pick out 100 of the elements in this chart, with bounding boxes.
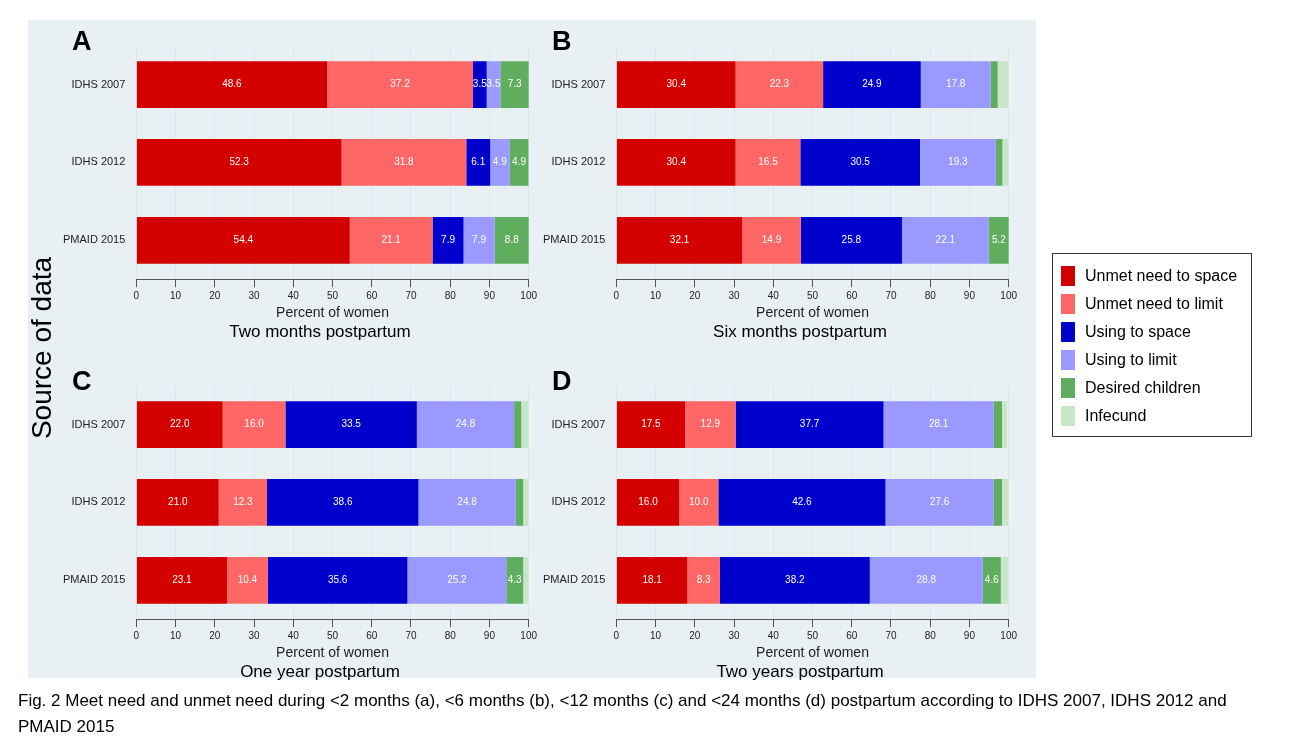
data-label: 33.5 bbox=[341, 418, 362, 430]
text: Two years postpartum bbox=[715, 662, 885, 682]
data-label: 14.9 bbox=[761, 234, 782, 246]
bar bbox=[514, 401, 522, 448]
y-tick-label: IDHS 2012 bbox=[551, 495, 606, 508]
data-label: 38.6 bbox=[332, 496, 353, 508]
bar bbox=[990, 61, 998, 108]
bar bbox=[490, 139, 510, 186]
data-label: 32.1 bbox=[669, 234, 690, 246]
chart-title: B bbox=[552, 26, 572, 57]
x-tick-label: 50 bbox=[326, 289, 339, 301]
x-tick-label: 50 bbox=[806, 629, 819, 641]
data-label: 22.1 bbox=[935, 234, 956, 246]
x-tick-label: 30 bbox=[728, 289, 741, 301]
data-label: 17.8 bbox=[945, 78, 966, 90]
bar bbox=[800, 139, 920, 186]
x-tick-label: 30 bbox=[248, 289, 261, 301]
text: Two months postpartum bbox=[228, 322, 412, 342]
data-label: 12.9 bbox=[700, 418, 721, 430]
bar bbox=[136, 401, 223, 448]
data-label: 27.6 bbox=[929, 496, 950, 508]
x-tick-label: 20 bbox=[209, 289, 221, 301]
legend-label: Using to space bbox=[1085, 323, 1191, 341]
bar bbox=[616, 216, 743, 264]
data-label: 7.9 bbox=[472, 234, 487, 246]
bar bbox=[418, 479, 516, 526]
data-label: 25.2 bbox=[447, 574, 468, 586]
data-label: 4.9 bbox=[512, 156, 527, 168]
x-tick-label: 40 bbox=[287, 289, 300, 301]
y-tick-label: IDHS 2012 bbox=[71, 155, 126, 168]
bar bbox=[1000, 556, 1008, 604]
x-tick-label: 60 bbox=[366, 289, 378, 301]
bar bbox=[509, 139, 529, 186]
x-tick-label: 0 bbox=[613, 289, 620, 301]
x-tick-label: 80 bbox=[444, 629, 457, 641]
data-label: 24.8 bbox=[457, 496, 478, 508]
data-label: 22.3 bbox=[769, 78, 790, 90]
bar bbox=[432, 216, 464, 264]
data-label: 35.6 bbox=[327, 574, 348, 586]
data-label: 22.0 bbox=[170, 418, 190, 430]
x-tick-label: 30 bbox=[728, 629, 741, 641]
bar bbox=[136, 61, 328, 108]
data-label: 48.6 bbox=[222, 78, 243, 90]
data-label: 16.0 bbox=[638, 496, 659, 508]
bar bbox=[218, 479, 267, 526]
x-tick-label: 90 bbox=[963, 629, 976, 641]
data-label: 30.4 bbox=[666, 78, 687, 90]
bar bbox=[222, 401, 286, 448]
bar bbox=[735, 61, 824, 108]
bar bbox=[800, 216, 902, 264]
bar bbox=[982, 556, 1001, 604]
data-label: 8.3 bbox=[696, 574, 712, 586]
bar bbox=[616, 556, 688, 604]
bar bbox=[472, 61, 487, 108]
x-tick-label: 40 bbox=[287, 629, 300, 641]
x-tick-label: 20 bbox=[689, 289, 701, 301]
chart-title: A bbox=[72, 26, 92, 57]
bar bbox=[267, 556, 408, 604]
x-tick-label: 100 bbox=[1000, 289, 1018, 301]
bar bbox=[685, 401, 736, 448]
x-tick-label: 70 bbox=[405, 289, 417, 301]
x-tick-label: 0 bbox=[133, 629, 140, 641]
data-label: 12.3 bbox=[233, 496, 254, 508]
y-tick-label: PMAID 2015 bbox=[62, 233, 126, 246]
bar bbox=[869, 556, 983, 604]
y-tick-label: PMAID 2015 bbox=[62, 573, 126, 586]
y-tick-label: IDHS 2007 bbox=[551, 77, 606, 90]
bar bbox=[1002, 139, 1009, 186]
x-tick-label: 60 bbox=[366, 629, 378, 641]
text: Six months postpartum bbox=[712, 322, 888, 342]
data-label: 4.6 bbox=[984, 574, 1000, 586]
y-tick-label: IDHS 2007 bbox=[551, 417, 606, 430]
bar bbox=[341, 139, 467, 186]
data-label: 30.5 bbox=[850, 156, 871, 168]
legend-label: Unmet need to limit bbox=[1085, 295, 1223, 313]
data-label: 7.3 bbox=[507, 78, 523, 90]
data-label: 37.2 bbox=[390, 78, 411, 90]
bar bbox=[687, 556, 720, 604]
bar bbox=[521, 401, 529, 448]
bar bbox=[136, 216, 350, 264]
y-tick-label: IDHS 2012 bbox=[551, 155, 606, 168]
x-tick-label: 80 bbox=[924, 289, 937, 301]
x-tick-label: 50 bbox=[806, 289, 819, 301]
bar bbox=[349, 216, 433, 264]
data-label: 7.9 bbox=[441, 234, 456, 246]
data-label: 6.1 bbox=[471, 156, 486, 168]
x-axis-title: Percent of women bbox=[756, 304, 869, 321]
text: One year postpartum bbox=[239, 662, 401, 682]
x-axis-title: Percent of women bbox=[756, 644, 869, 661]
bar bbox=[136, 479, 219, 526]
y-axis-title: Source of data bbox=[26, 256, 58, 440]
bar bbox=[742, 216, 801, 264]
data-label: 25.8 bbox=[841, 234, 862, 246]
x-tick-label: 30 bbox=[248, 629, 261, 641]
x-tick-label: 80 bbox=[924, 629, 937, 641]
data-label: 10.0 bbox=[689, 496, 709, 508]
bar bbox=[416, 401, 515, 448]
x-tick-label: 90 bbox=[963, 289, 976, 301]
data-label: 16.5 bbox=[758, 156, 779, 168]
data-label: 21.1 bbox=[381, 234, 402, 246]
